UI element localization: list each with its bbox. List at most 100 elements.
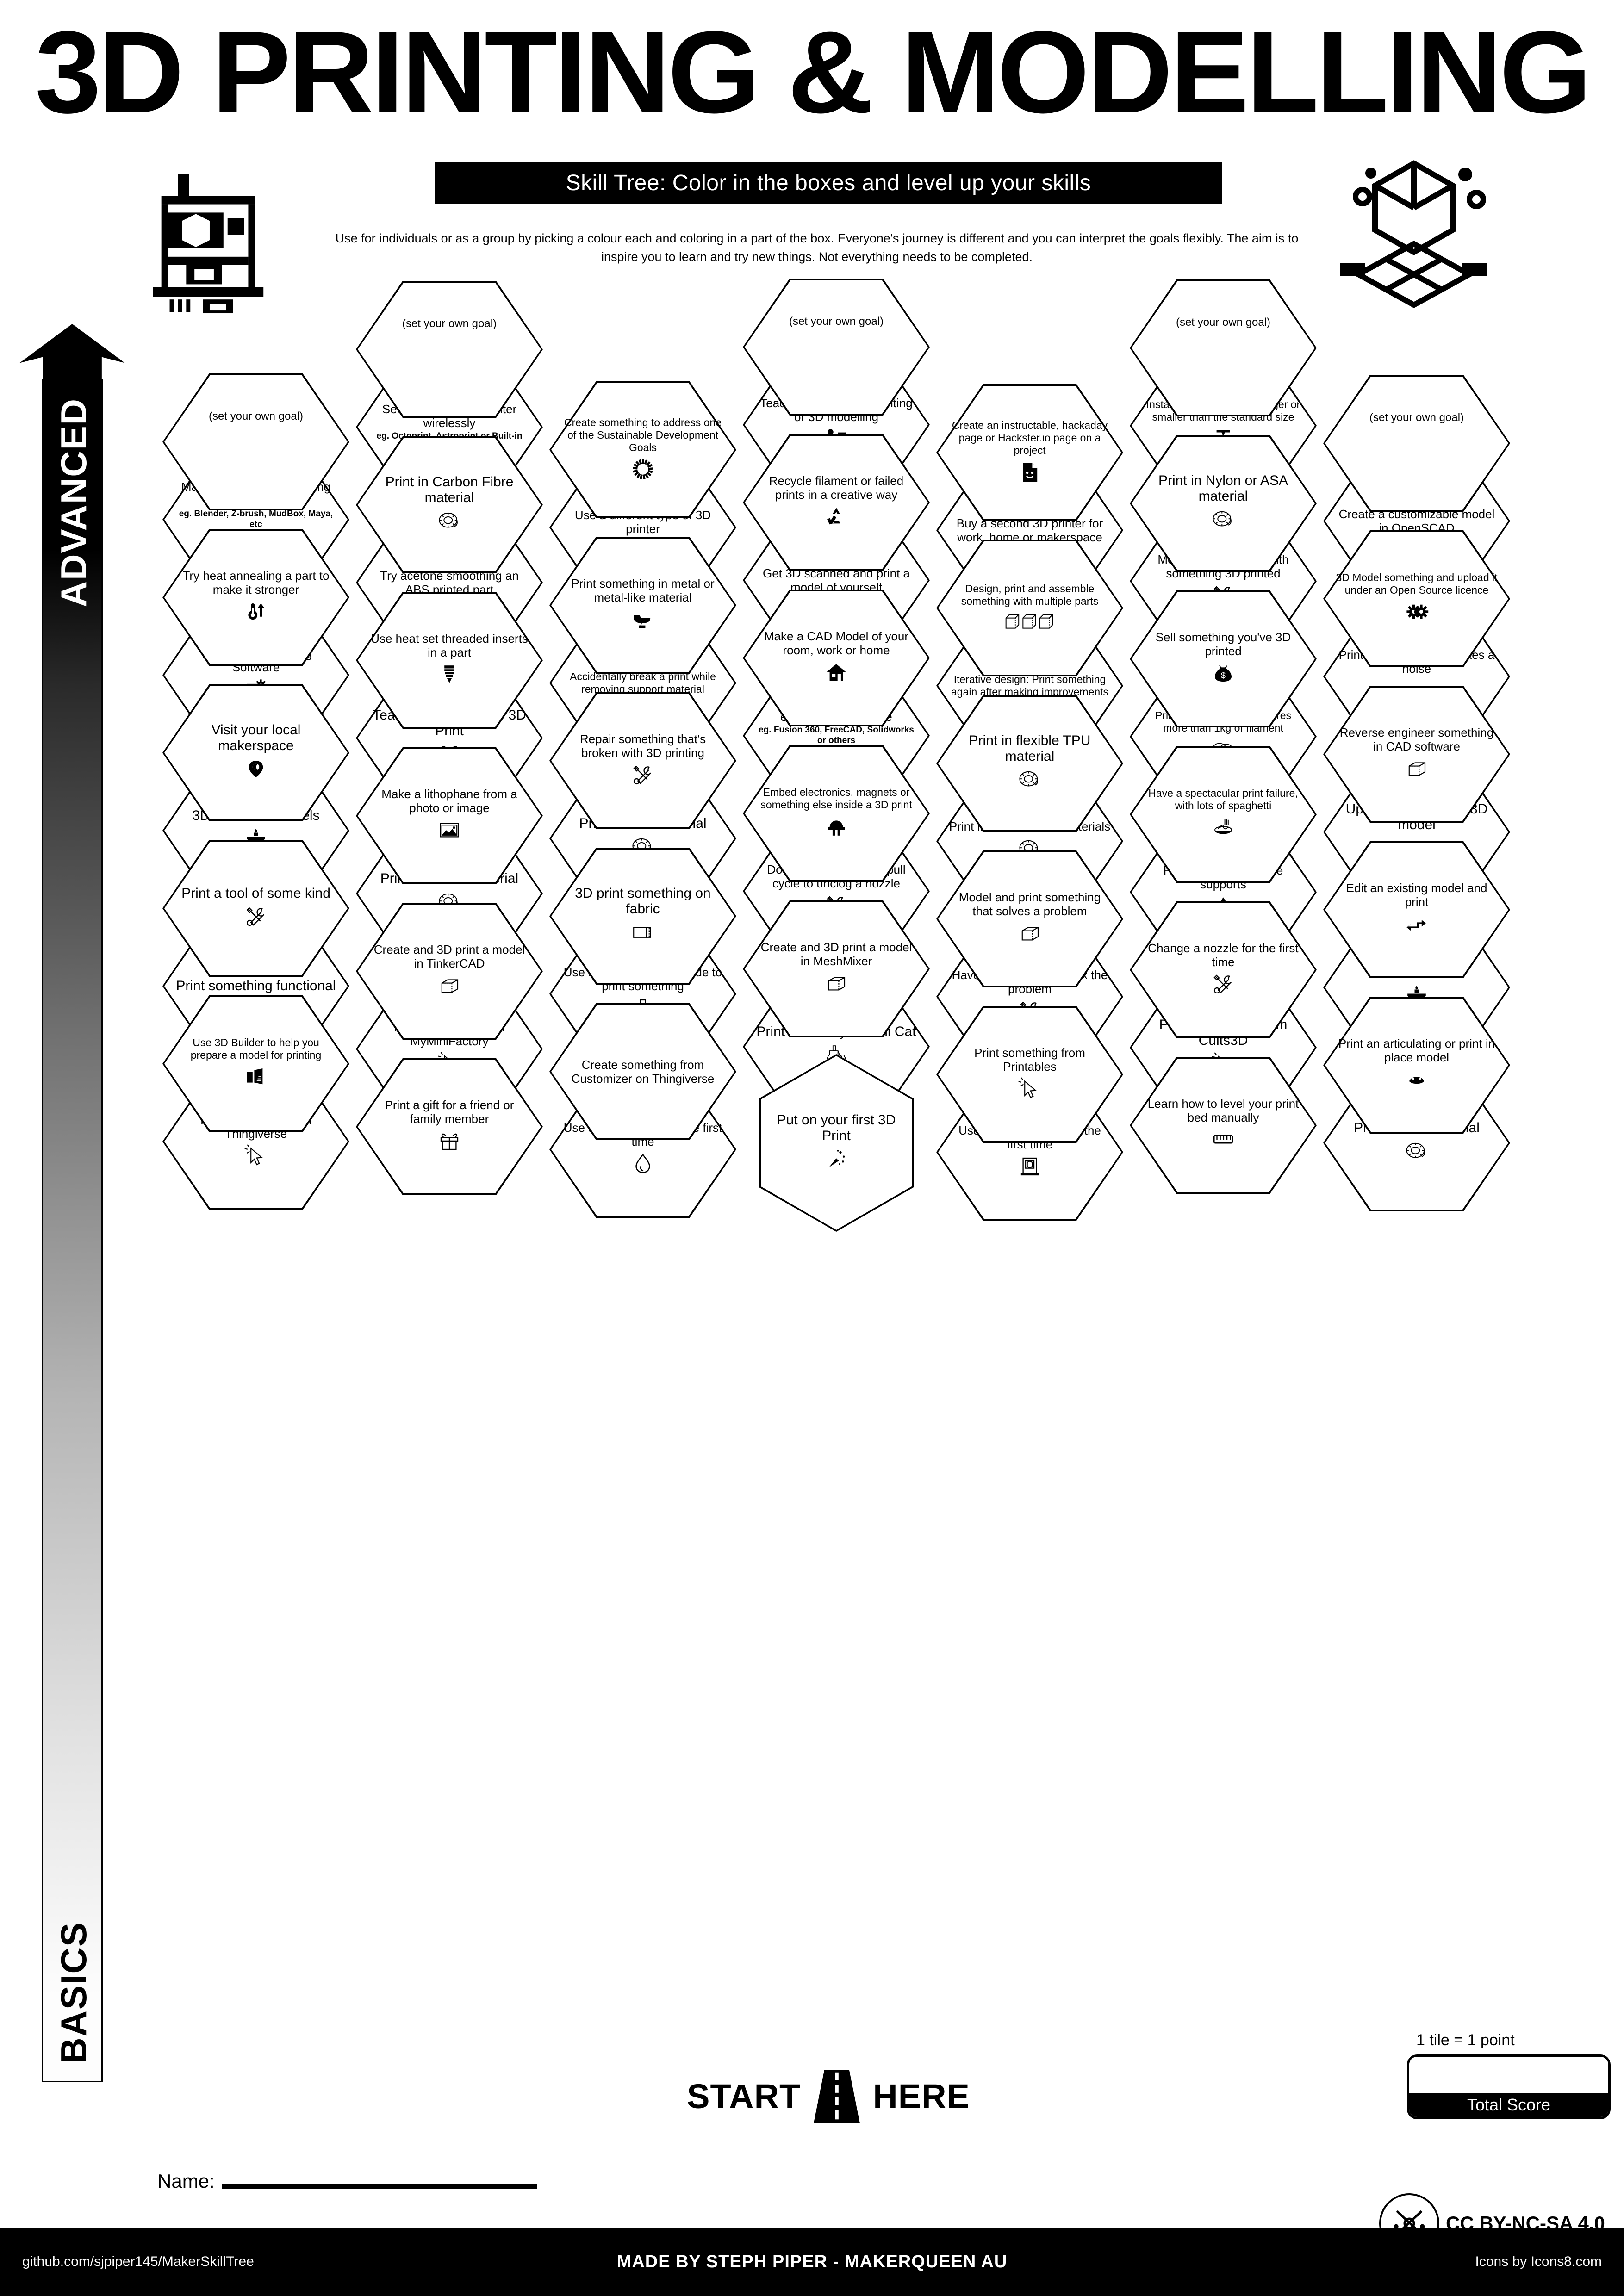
skill-tile[interactable]: Print a gift for a friend or family memb… xyxy=(356,1058,543,1195)
skill-tile[interactable]: Edit an existing model and print xyxy=(1323,841,1510,978)
gradient-shaft xyxy=(42,379,103,2082)
skill-tile[interactable]: 3D print something on fabric xyxy=(549,848,736,985)
hex-content: Edit an existing model and print xyxy=(1335,881,1498,938)
skill-tile[interactable]: Print a tool of some kind xyxy=(162,840,349,977)
skill-tile[interactable]: Print in flexible TPU material xyxy=(936,695,1123,832)
skill-tile-label: Print in flexible TPU material xyxy=(969,733,1091,764)
hex-content: Have a spectacular print failure, with l… xyxy=(1142,787,1305,842)
hex-content: Learn how to level your print bed manual… xyxy=(1142,1097,1305,1154)
filament-spool-icon xyxy=(1211,507,1236,534)
recycle-icon xyxy=(824,504,849,531)
skill-tile-label: Print something in metal or metal-like m… xyxy=(571,577,715,604)
skill-tile-label: Make a lithophane from a photo or image xyxy=(381,787,517,815)
subtitle-banner: Skill Tree: Color in the boxes and level… xyxy=(435,162,1222,204)
total-score-box[interactable]: Total Score xyxy=(1407,2054,1611,2119)
skill-tile[interactable]: Create and 3D print a model in MeshMixer xyxy=(743,900,930,1037)
skill-tile-label: Create and 3D print a model in TinkerCAD xyxy=(373,943,525,970)
skill-tile[interactable]: Reverse engineer something in CAD softwa… xyxy=(1323,686,1510,823)
skill-tile-label: Print a gift for a friend or family memb… xyxy=(385,1098,514,1126)
skill-tile-label: Use heat set threaded inserts in a part xyxy=(371,632,528,659)
skill-tile[interactable]: Design, print and assemble something wit… xyxy=(936,540,1123,676)
skill-tile[interactable]: Create something to address one of the S… xyxy=(549,381,736,518)
hex-fill xyxy=(358,1060,541,1193)
skill-tile[interactable]: (set your own goal) xyxy=(356,281,543,418)
skill-tile[interactable]: (set your own goal) xyxy=(162,373,349,510)
skill-tile-label: Recycle filament or failed prints in a c… xyxy=(769,474,904,502)
skill-tile[interactable]: Use heat set threaded inserts in a part xyxy=(356,592,543,729)
skill-tile-label: 3D print something on fabric xyxy=(575,886,711,917)
skill-tile[interactable]: Create and 3D print a model in TinkerCAD xyxy=(356,903,543,1040)
skill-tile-label: Create something from Customizer on Thin… xyxy=(571,1058,715,1086)
level-axis-arrow: ADVANCED BASICS xyxy=(19,324,125,2082)
hex-content: Print something in metal or metal-like m… xyxy=(561,577,724,634)
skill-tile[interactable]: Try heat annealing a part to make it str… xyxy=(162,529,349,666)
skill-tile[interactable]: Print in Nylon or ASA material xyxy=(1130,435,1317,572)
page-title: 3D PRINTING & MODELLING xyxy=(35,7,1592,137)
skill-tile-label: Edit an existing model and print xyxy=(1346,881,1487,909)
hex-content: Print a gift for a friend or family memb… xyxy=(368,1098,531,1155)
skill-tile[interactable]: Change a nozzle for the first time xyxy=(1130,901,1317,1038)
skill-tile[interactable]: Make a CAD Model of your room, work or h… xyxy=(743,590,930,726)
skill-tile[interactable]: Print an articulating or print in place … xyxy=(1323,997,1510,1134)
hex-content: Create something to address one of the S… xyxy=(561,416,724,484)
hex-content: Reverse engineer something in CAD softwa… xyxy=(1335,726,1498,783)
skill-tile[interactable]: Visit your local makerspace xyxy=(162,684,349,821)
footer-github-link[interactable]: github.com/sjpiper145/MakerSkillTree xyxy=(22,2254,254,2269)
name-write-line[interactable] xyxy=(222,2184,537,2189)
skill-tile[interactable]: (set your own goal) xyxy=(743,279,930,416)
skill-tile[interactable]: Print something from Printables xyxy=(936,1006,1123,1143)
skill-tile[interactable]: Learn how to level your print bed manual… xyxy=(1130,1057,1317,1194)
sdg-wheel-icon xyxy=(630,457,655,484)
hex-content: Create and 3D print a model in MeshMixer xyxy=(755,940,918,998)
skill-tile-label: Print a tool of some kind xyxy=(181,886,330,901)
skill-tile-label: Try heat annealing a part to make it str… xyxy=(182,569,330,596)
skill-tile[interactable]: Print something in metal or metal-like m… xyxy=(549,537,736,674)
hex-fill xyxy=(745,591,928,725)
skill-tile[interactable]: Embed electronics, magnets or something … xyxy=(743,745,930,882)
hex-fill xyxy=(551,694,734,827)
skill-tile[interactable]: 3D Model something and upload it under a… xyxy=(1323,530,1510,667)
skill-tile[interactable]: Sell something you've 3D printed $ xyxy=(1130,590,1317,727)
document-icon xyxy=(1017,459,1042,486)
skill-tile-label: Repair something that's broken with 3D p… xyxy=(579,732,706,760)
spaghetti-icon xyxy=(1211,815,1236,842)
skill-tile[interactable]: Print in Carbon Fibre material xyxy=(356,436,543,573)
skill-tile-label: (set your own goal) xyxy=(1176,316,1271,329)
hex-content: Design, print and assemble something wit… xyxy=(948,583,1111,633)
skill-tile-subtext: eg. Fusion 360, FreeCAD, Solidworks or o… xyxy=(759,725,914,745)
cube-wire-icon xyxy=(1017,921,1042,948)
filament-spool-icon xyxy=(1017,767,1042,794)
score-input-area[interactable] xyxy=(1409,2057,1608,2093)
skill-tile-label: Create something to address one of the S… xyxy=(564,416,722,453)
skill-tile[interactable]: Make a lithophane from a photo or image xyxy=(356,747,543,884)
ruler-bed-icon xyxy=(1211,1127,1236,1154)
hex-fill xyxy=(938,1008,1121,1141)
skill-tile[interactable]: Repair something that's broken with 3D p… xyxy=(549,692,736,829)
hex-fill xyxy=(358,905,541,1038)
hex-fill xyxy=(358,749,541,882)
skill-tile[interactable]: Create an instructable, hackaday page or… xyxy=(936,384,1123,521)
hex-fill xyxy=(1132,592,1315,726)
skill-tile[interactable]: Have a spectacular print failure, with l… xyxy=(1130,746,1317,883)
skill-tile[interactable]: Model and print something that solves a … xyxy=(936,850,1123,987)
skill-tile[interactable]: (set your own goal) xyxy=(1323,375,1510,512)
hex-fill xyxy=(164,686,348,819)
hex-content: Try heat annealing a part to make it str… xyxy=(174,569,337,626)
skill-tile-label: Accidentally break a print while removin… xyxy=(570,670,716,695)
hex-fill xyxy=(938,697,1121,830)
skill-tile[interactable]: Put on your first 3D Print xyxy=(759,1054,914,1232)
name-field[interactable]: Name: xyxy=(157,2170,537,2192)
party-popper-icon xyxy=(824,1147,849,1173)
skill-tile[interactable]: Recycle filament or failed prints in a c… xyxy=(743,434,930,571)
cube-wire-icon xyxy=(824,971,849,998)
screw-icon xyxy=(437,662,462,689)
footer-icons-credit: Icons by Icons8.com xyxy=(1475,2254,1602,2269)
skill-tile[interactable]: Use 3D Builder to help you prepare a mod… xyxy=(162,995,349,1132)
skill-tile[interactable]: Create something from Customizer on Thin… xyxy=(549,1003,736,1140)
hex-content: Print in Nylon or ASA material xyxy=(1142,473,1305,534)
skill-tile[interactable]: (set your own goal) xyxy=(1130,279,1317,416)
hex-fill xyxy=(745,747,928,880)
skill-tile-label: Learn how to level your print bed manual… xyxy=(1147,1097,1299,1124)
hex-fill xyxy=(1132,437,1315,570)
hex-content: Make a CAD Model of your room, work or h… xyxy=(755,629,918,687)
